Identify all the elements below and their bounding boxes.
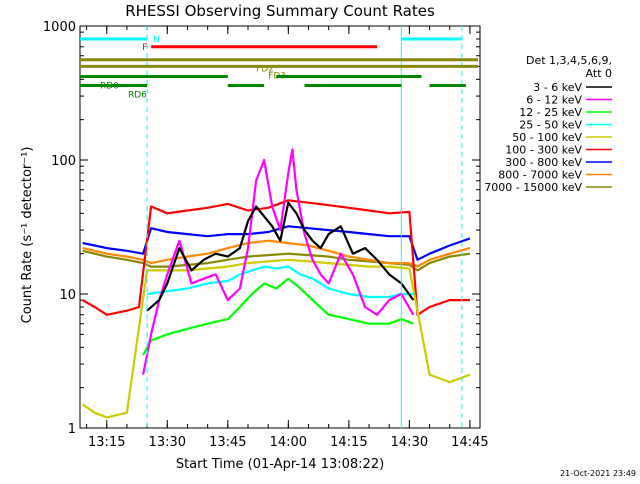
legend-entry-label: 300 - 800 keV [505, 156, 582, 169]
legend-entry-label: 50 - 100 keV [512, 131, 582, 144]
legend-entry-label: 3 - 6 keV [533, 81, 582, 94]
series-line [142, 148, 415, 375]
y-tick-label: 1 [68, 422, 76, 437]
chart-title: RHESSI Observing Summary Count Rates [125, 2, 435, 20]
series-line [82, 199, 470, 316]
series-line [81, 258, 471, 419]
footer-timestamp: 21-Oct-2021 23:49 [560, 469, 636, 478]
series-line [146, 201, 415, 312]
legend-entry-label: 7000 - 15000 keV [484, 181, 582, 194]
legend-entry-label: 100 - 300 keV [505, 144, 582, 157]
annotation-bar-label: F [142, 43, 147, 53]
legend-header: Att 0 [586, 67, 612, 80]
annotation-bar-label: N [153, 35, 160, 45]
x-tick-label: 14:15 [330, 435, 367, 450]
x-tick-label: 14:00 [270, 435, 307, 450]
legend-entry-label: 6 - 12 keV [526, 94, 582, 107]
legend-entry-label: 12 - 25 keV [519, 106, 582, 119]
x-tick-label: 13:45 [209, 435, 246, 450]
x-tick-label: 14:45 [451, 435, 488, 450]
y-tick-label: 1000 [43, 20, 76, 35]
legend-entry-label: 800 - 7000 keV [498, 169, 582, 182]
series-line [146, 265, 414, 299]
x-tick-label: 14:30 [391, 435, 428, 450]
legend-entry-label: 25 - 50 keV [519, 119, 582, 132]
legend-header: Det 1,3,4,5,6,9, [526, 54, 612, 67]
series-line [82, 249, 471, 272]
annotation-bar-label: FD2 [256, 65, 274, 75]
x-tick-label: 13:15 [88, 435, 125, 450]
series-line [142, 277, 414, 356]
x-axis-label: Start Time (01-Apr-14 13:08:22) [176, 457, 384, 472]
series-line [82, 239, 471, 268]
y-tick-label: 10 [59, 288, 76, 303]
x-tick-label: 13:30 [149, 435, 186, 450]
annotation-bar-label: RD6 [128, 90, 147, 100]
y-axis-label: Count Rate (s⁻¹ detector⁻¹) [20, 147, 35, 324]
y-tick-label: 100 [51, 154, 76, 169]
